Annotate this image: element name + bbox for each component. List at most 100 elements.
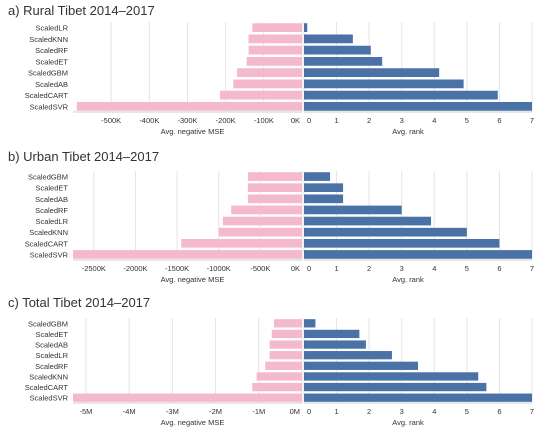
negative-mse-bar <box>76 101 302 111</box>
right-tick-label: 6 <box>497 264 501 273</box>
rank-bar <box>304 329 360 339</box>
right-tick-label: 2 <box>367 116 371 125</box>
rank-bar <box>304 34 353 44</box>
right-tick-label: 3 <box>400 264 404 273</box>
negative-mse-bar <box>73 393 302 402</box>
right-tick-label: 0 <box>307 116 311 125</box>
panel-title: a) Rural Tibet 2014–2017 <box>8 3 155 18</box>
category-label: ScaledSVR <box>30 102 69 111</box>
rank-bar <box>304 361 418 370</box>
left-tick-label: 0K <box>291 264 300 273</box>
negative-mse-bar <box>222 216 302 226</box>
category-label: ScaledET <box>35 330 68 339</box>
left-tick-label: -1M <box>252 407 265 416</box>
right-tick-label: 5 <box>465 264 469 273</box>
right-tick-label: 4 <box>432 407 436 416</box>
right-tick-label: 2 <box>367 264 371 273</box>
right-tick-label: 5 <box>465 407 469 416</box>
category-label: ScaledCART <box>25 383 69 392</box>
rank-bar <box>304 68 440 78</box>
category-label: ScaledRF <box>35 46 68 55</box>
left-tick-label: 0M <box>290 407 300 416</box>
left-tick-label: -3M <box>166 407 179 416</box>
right-tick-label: 7 <box>530 264 534 273</box>
rank-bar <box>304 205 402 215</box>
rank-bar <box>304 90 498 100</box>
negative-mse-bar <box>248 34 302 44</box>
left-tick-label: -500K <box>250 264 270 273</box>
negative-mse-bar <box>218 227 302 237</box>
negative-mse-bar <box>271 329 302 339</box>
category-label: ScaledCART <box>25 239 69 248</box>
rank-bar <box>304 45 371 55</box>
right-tick-label: 7 <box>530 407 534 416</box>
right-tick-label: 3 <box>400 407 404 416</box>
panel-title: b) Urban Tibet 2014–2017 <box>8 149 159 164</box>
category-label: ScaledKNN <box>29 35 68 44</box>
rank-bar <box>304 250 532 259</box>
negative-mse-bar <box>233 79 302 89</box>
negative-mse-bar <box>265 361 302 370</box>
category-label: ScaledET <box>35 184 68 193</box>
negative-mse-bar <box>247 194 302 204</box>
right-tick-label: 5 <box>465 116 469 125</box>
negative-mse-bar <box>181 238 302 248</box>
negative-mse-bar <box>256 372 302 381</box>
left-tick-label: -4M <box>123 407 136 416</box>
rank-bar <box>304 238 500 248</box>
left-tick-label: -2M <box>209 407 222 416</box>
left-tick-label: -2000K <box>123 264 147 273</box>
rank-bar <box>304 372 479 381</box>
negative-mse-bar <box>269 351 302 360</box>
negative-mse-bar <box>246 56 302 66</box>
category-label: ScaledKNN <box>29 228 68 237</box>
category-label: ScaledLR <box>35 351 68 360</box>
chart-panel-2: b) Urban Tibet 2014–2017 ScaledGBM ScaledE… <box>8 149 534 284</box>
rank-bar <box>304 23 308 33</box>
left-tick-label: -1500K <box>165 264 189 273</box>
right-tick-label: 1 <box>334 116 338 125</box>
category-label: ScaledKNN <box>29 372 68 381</box>
rank-bar <box>304 194 344 204</box>
negative-mse-bar <box>273 319 302 328</box>
rank-bar <box>304 101 532 111</box>
category-label: ScaledSVR <box>30 250 69 259</box>
rank-bar <box>304 382 487 392</box>
right-tick-label: 7 <box>530 116 534 125</box>
left-tick-label: -5M <box>80 407 93 416</box>
right-tick-label: 4 <box>432 264 436 273</box>
chart-panel-3: c) Total Tibet 2014–2017 ScaledGBM ScaledE… <box>8 295 534 427</box>
negative-mse-bar <box>252 382 302 392</box>
right-tick-label: 6 <box>497 407 501 416</box>
left-tick-label: -100K <box>254 116 274 125</box>
negative-mse-bar <box>252 23 302 33</box>
left-axis-title: Avg. negative MSE <box>161 275 225 284</box>
category-label: ScaledLR <box>35 24 68 33</box>
left-tick-label: -1000K <box>207 264 231 273</box>
right-tick-label: 4 <box>432 116 436 125</box>
right-tick-label: 0 <box>307 264 311 273</box>
rank-bar <box>304 172 331 181</box>
left-axis-title: Avg. negative MSE <box>161 127 225 136</box>
right-axis-title: Avg. rank <box>392 127 424 136</box>
left-tick-label: -500K <box>101 116 121 125</box>
negative-mse-bar <box>269 340 302 349</box>
left-axis-title: Avg. negative MSE <box>161 418 225 427</box>
negative-mse-bar <box>231 205 302 215</box>
right-axis-title: Avg. rank <box>392 418 424 427</box>
category-label: ScaledGBM <box>28 69 68 78</box>
category-label: ScaledCART <box>25 91 69 100</box>
rank-bar <box>304 56 383 66</box>
rank-bar <box>304 319 316 328</box>
right-tick-label: 6 <box>497 116 501 125</box>
right-tick-label: 2 <box>367 407 371 416</box>
category-label: ScaledGBM <box>28 319 68 328</box>
left-tick-label: -400K <box>139 116 159 125</box>
rank-bar <box>304 227 467 237</box>
category-label: ScaledAB <box>35 80 68 89</box>
negative-mse-bar <box>219 90 302 100</box>
chart-panel-1: a) Rural Tibet 2014–2017 ScaledLR ScaledKN… <box>8 3 534 136</box>
rank-bar <box>304 393 532 402</box>
